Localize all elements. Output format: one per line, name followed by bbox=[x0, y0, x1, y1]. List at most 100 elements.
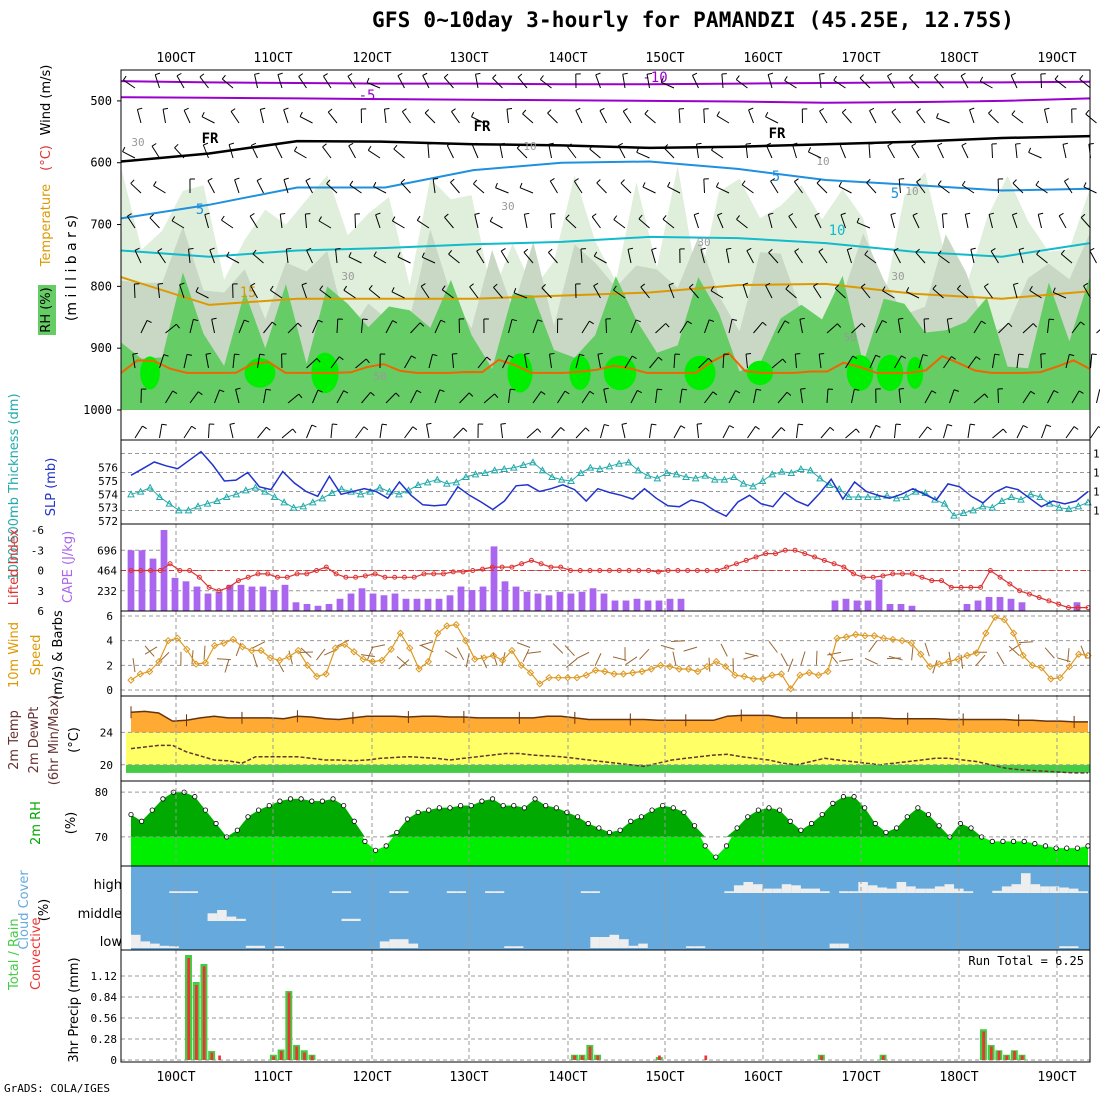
wind-speed-point bbox=[991, 613, 999, 621]
cloud-bar-high bbox=[724, 891, 734, 893]
wind-barb bbox=[263, 389, 267, 404]
wind-barb-flag bbox=[433, 177, 439, 180]
cape-bar bbox=[215, 591, 223, 611]
wind-barb-flag bbox=[891, 108, 897, 113]
wind-barb bbox=[771, 358, 784, 369]
wind-barb bbox=[448, 253, 460, 264]
wind-barb-flag bbox=[1089, 247, 1095, 252]
wind-barb bbox=[257, 426, 267, 439]
cloud-bar-high bbox=[944, 884, 955, 893]
wind-barb bbox=[489, 220, 503, 229]
lifted-index-point bbox=[1017, 588, 1023, 594]
wind-barb-flag bbox=[947, 424, 953, 427]
chart-title: GFS 0~10day 3-hourly for PAMANDZI (45.25… bbox=[372, 8, 1015, 32]
wind-barb bbox=[722, 353, 725, 369]
wind-barb bbox=[923, 318, 926, 334]
wind-barb bbox=[473, 183, 485, 194]
wind-barb-flag bbox=[869, 107, 875, 112]
wind-barb bbox=[312, 389, 319, 404]
wind-barb-flag bbox=[613, 215, 618, 220]
wind-barb bbox=[361, 319, 364, 334]
wind-barb-flag bbox=[875, 354, 881, 358]
surface-wind-barb bbox=[787, 658, 794, 673]
wind-barb-flag bbox=[471, 112, 475, 117]
surface-wind-barb bbox=[360, 654, 375, 657]
wind-barb-flag bbox=[901, 355, 907, 359]
rh-point bbox=[426, 807, 432, 813]
lifted-index-point bbox=[216, 588, 222, 594]
wind-barb-flag bbox=[411, 355, 417, 359]
wind-barb bbox=[655, 389, 658, 404]
wind-barb bbox=[1015, 144, 1018, 159]
cape-bar bbox=[556, 591, 564, 611]
wind-speed-point bbox=[322, 670, 330, 678]
wind-barb bbox=[964, 214, 969, 229]
wind-speed-point bbox=[675, 665, 683, 673]
wind-barb bbox=[946, 319, 950, 334]
wind-barb bbox=[1010, 75, 1018, 89]
thickness-point bbox=[1055, 503, 1064, 511]
lifted-index-point bbox=[421, 571, 427, 577]
lifted-index-point bbox=[362, 573, 368, 579]
wind-barb-flag bbox=[613, 285, 617, 291]
cloud-bar-middle bbox=[236, 918, 246, 921]
wind-barb-flag bbox=[439, 389, 445, 392]
wind-barb bbox=[1085, 113, 1097, 124]
wind-barb bbox=[336, 318, 339, 334]
rh-point bbox=[904, 814, 910, 820]
lifted-index-point bbox=[743, 557, 749, 563]
wind-barb-flag bbox=[494, 393, 499, 399]
contour-label: FR bbox=[474, 119, 491, 135]
rh-point bbox=[755, 807, 761, 813]
lifted-index-point bbox=[314, 568, 320, 573]
wind-barb-flag bbox=[516, 144, 522, 149]
wind-barb bbox=[819, 74, 822, 89]
wind-barb bbox=[581, 391, 591, 404]
wind-barb bbox=[696, 424, 699, 439]
wind-barb bbox=[451, 354, 454, 369]
wind-speed-point bbox=[350, 648, 358, 656]
wind-barb-flag bbox=[348, 252, 352, 258]
wind-barb-flag bbox=[651, 423, 657, 426]
wind-barb bbox=[800, 389, 803, 404]
cape-bar bbox=[457, 586, 465, 611]
wind-speed-point bbox=[842, 633, 851, 641]
wind-barb-flag bbox=[956, 284, 961, 290]
cape-bar bbox=[424, 598, 432, 611]
wind-barb bbox=[851, 389, 855, 404]
wind-barb-flag bbox=[961, 180, 966, 186]
wind-barb bbox=[1011, 114, 1024, 124]
wind-barb bbox=[1079, 78, 1091, 89]
lifted-index-point bbox=[1046, 598, 1052, 604]
wind-barb bbox=[424, 112, 436, 124]
rh-point bbox=[723, 843, 730, 849]
surface-wind-barb bbox=[371, 644, 386, 649]
wind-barb-flag bbox=[784, 320, 790, 324]
cloud-bar-high bbox=[1059, 887, 1069, 893]
wind-barb bbox=[330, 424, 333, 439]
wind-barb-flag bbox=[731, 318, 738, 321]
lifted-index-point bbox=[519, 561, 525, 567]
wind-barb-flag bbox=[780, 427, 786, 432]
wind-barb-flag bbox=[756, 388, 762, 391]
wind-barb bbox=[864, 254, 877, 264]
wind-barb bbox=[162, 109, 166, 124]
wind-speed-point bbox=[982, 629, 990, 637]
wind-barb bbox=[306, 250, 313, 264]
wind-barb-flag bbox=[419, 322, 425, 327]
surface-wind-barb bbox=[1044, 647, 1055, 659]
wind-barb-flag bbox=[1018, 247, 1025, 251]
wind-speed-point bbox=[229, 635, 237, 644]
wind-barb-flag bbox=[627, 247, 634, 250]
wind-barb-flag bbox=[770, 178, 776, 182]
lifted-index-point bbox=[274, 574, 280, 580]
wind-barb bbox=[990, 250, 999, 264]
wind-barb-flag bbox=[277, 72, 283, 76]
cloud-bar-low bbox=[408, 943, 419, 948]
wind-barb-flag bbox=[829, 426, 835, 431]
wind-barb-flag bbox=[259, 353, 265, 356]
wind-speed-point bbox=[935, 660, 944, 668]
wind-barb bbox=[427, 144, 430, 159]
wind-barb-flag bbox=[1018, 353, 1024, 356]
thickness-point bbox=[959, 508, 968, 516]
